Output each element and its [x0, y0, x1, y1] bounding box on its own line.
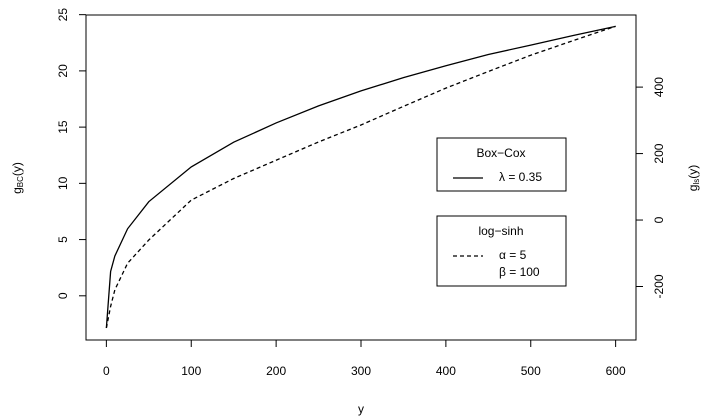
x-tick-label: 0: [103, 364, 110, 378]
legend-title: log−sinh: [478, 224, 523, 238]
y-tick-label: 15: [56, 120, 70, 134]
y2-tick-label: 400: [652, 77, 666, 97]
legend-label: β = 100: [499, 265, 540, 279]
x-tick-label: 500: [521, 364, 541, 378]
series-line: [105, 25, 616, 329]
y-axis-label: gBC(y): [10, 162, 25, 194]
y-tick-label: 20: [56, 64, 70, 78]
y-tick-label: 0: [56, 292, 70, 299]
x-tick-label: 300: [351, 364, 371, 378]
y-tick-label: 25: [56, 8, 70, 22]
y2-axis-label: gls(y): [686, 165, 701, 191]
x-tick-label: 100: [181, 364, 201, 378]
y-tick-label: 5: [56, 236, 70, 243]
legend-title: Box−Cox: [476, 146, 525, 160]
x-tick-label: 200: [266, 364, 286, 378]
x-tick-label: 400: [436, 364, 456, 378]
legend-label: λ = 0.35: [499, 170, 542, 184]
y2-tick-label: 0: [652, 216, 666, 223]
x-tick-label: 600: [606, 364, 626, 378]
y2-axis-label-sub: ls: [692, 179, 701, 185]
series-line: [105, 25, 616, 329]
y2-tick-label: -200: [652, 274, 666, 298]
y-axis-label-main: g: [10, 187, 24, 194]
y2-axis-label-tail: (y): [686, 165, 700, 179]
legend-label: α = 5: [499, 248, 527, 262]
y-tick-label: 10: [56, 176, 70, 190]
legend-box: [436, 137, 567, 192]
y2-tick-label: 200: [652, 143, 666, 163]
y-axis-label-tail: (y): [10, 162, 24, 176]
y2-axis-label-main: g: [686, 185, 700, 192]
legend-box: [436, 215, 567, 287]
x-axis-label: y: [358, 402, 364, 416]
y-axis-label-sub: BC: [16, 176, 25, 187]
